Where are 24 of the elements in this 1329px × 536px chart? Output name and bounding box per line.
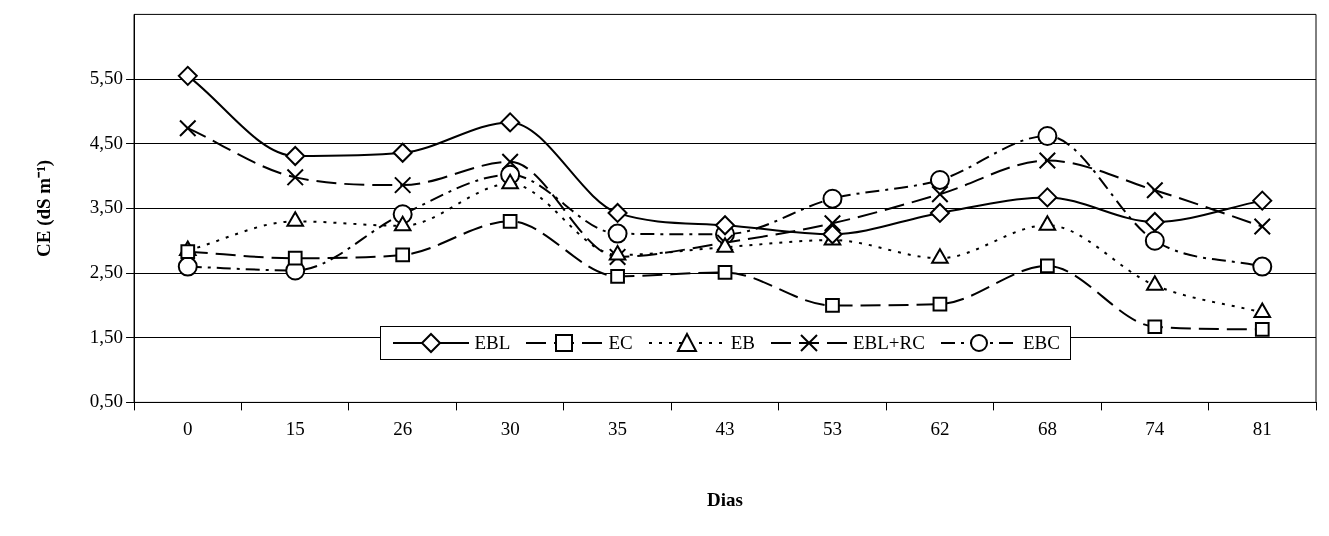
legend-label: EC <box>608 332 633 355</box>
y-tick-label: 5,50 <box>89 67 124 89</box>
x-tick-label: 35 <box>608 417 628 439</box>
x-tick-label: 30 <box>500 417 520 439</box>
x-tick-label: 62 <box>930 417 950 439</box>
x-tick-label: 74 <box>1145 417 1165 439</box>
x-tick-label: 0 <box>183 417 193 439</box>
legend-label: EBL+RC <box>852 332 925 355</box>
y-tick-label: 0,50 <box>89 390 124 412</box>
x-tick-label: 26 <box>393 417 413 439</box>
y-tick-label: 3,50 <box>89 196 124 218</box>
y-axis-title: CE (dS m⁻¹) <box>33 159 56 258</box>
y-tick-label: 4,50 <box>89 131 124 153</box>
x-axis-title: Dias <box>707 488 743 510</box>
y-tick-label: 1,50 <box>89 325 124 347</box>
x-tick-label: 53 <box>822 417 842 439</box>
legend-label: EBC <box>1022 332 1060 355</box>
x-tick-label: 81 <box>1252 417 1272 439</box>
x-tick-label: 68 <box>1037 417 1057 439</box>
legend-label: EB <box>730 332 755 355</box>
y-tick-label: 2,50 <box>89 261 124 283</box>
x-tick-label: 43 <box>715 417 735 439</box>
legend-label: EBL <box>474 332 511 355</box>
x-tick-label: 15 <box>285 417 305 439</box>
